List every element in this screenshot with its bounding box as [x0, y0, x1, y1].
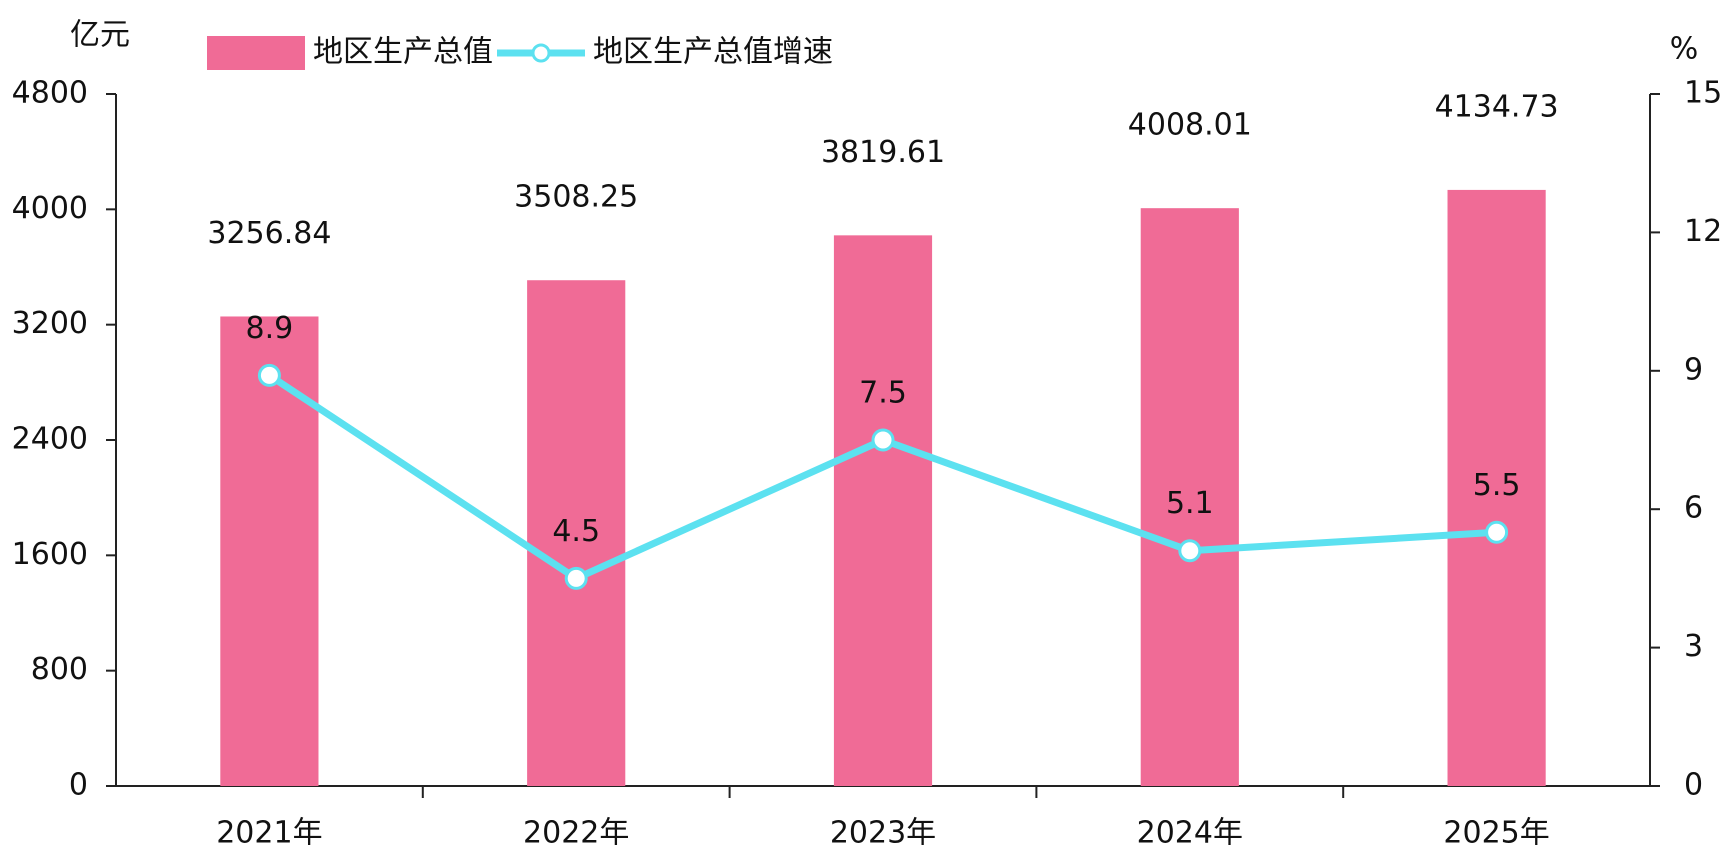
y2-axis-label: % [1670, 32, 1699, 67]
line-marker [1485, 520, 1509, 544]
bar [833, 235, 933, 787]
x-tick-label: 2025年 [1443, 816, 1549, 851]
y-tick-label: 4000 [12, 191, 88, 226]
y-tick-label: 0 [69, 768, 88, 803]
x-tick-label: 2021年 [216, 816, 322, 851]
legend-label: 地区生产总值 [313, 35, 493, 70]
line-value-label: 4.5 [552, 514, 600, 549]
y-tick-label: 4800 [12, 76, 88, 111]
bar [527, 280, 626, 786]
y-tick-label: 2400 [12, 422, 88, 457]
legend-swatch [207, 36, 305, 70]
bar-value-label: 3508.25 [514, 180, 638, 215]
y2-tick-label: 9 [1684, 352, 1703, 387]
line-marker [871, 428, 895, 452]
y2-tick-label: 12 [1684, 214, 1722, 249]
x-tick-label: 2023年 [830, 816, 936, 851]
x-tick-label: 2024年 [1137, 816, 1243, 851]
y-axis-label: 亿元 [70, 18, 130, 53]
y2-tick-label: 15 [1684, 76, 1722, 111]
y2-tick-label: 6 [1684, 491, 1703, 526]
legend-marker [531, 43, 551, 63]
bar [1140, 208, 1239, 786]
line-marker [257, 363, 281, 387]
y-tick-label: 1600 [12, 537, 88, 572]
line-value-label: 8.9 [246, 311, 294, 346]
line-value-label: 5.1 [1166, 486, 1214, 521]
bar-value-label: 3819.61 [821, 135, 945, 170]
bar-value-label: 3256.84 [207, 216, 331, 251]
line-marker [1178, 539, 1202, 563]
y-tick-label: 800 [31, 652, 88, 687]
bar-value-label: 4008.01 [1128, 108, 1252, 143]
y2-tick-label: 3 [1684, 629, 1703, 664]
line-value-label: 5.5 [1473, 468, 1521, 503]
legend-label: 地区生产总值增速 [593, 35, 833, 70]
line-marker [564, 566, 588, 590]
bar [1447, 189, 1546, 786]
y2-tick-label: 0 [1684, 768, 1703, 803]
line-value-label: 7.5 [859, 376, 907, 411]
x-tick-label: 2022年 [523, 816, 629, 851]
y-tick-label: 3200 [12, 306, 88, 341]
bar-value-label: 4134.73 [1435, 89, 1559, 124]
